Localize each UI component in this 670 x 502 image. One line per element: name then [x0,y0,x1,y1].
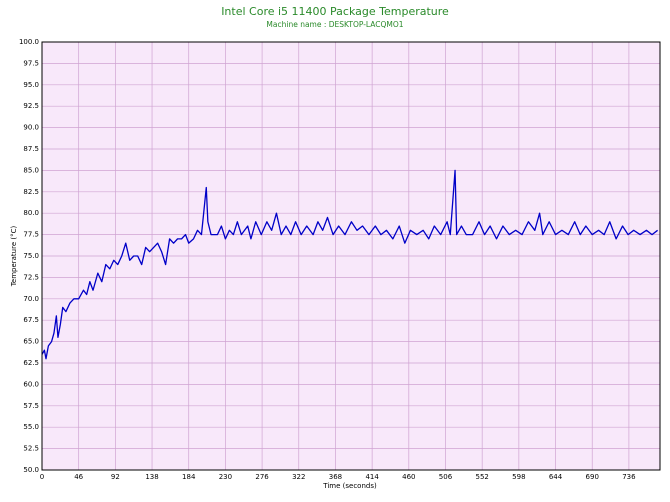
y-tick-label: 75.0 [23,252,39,260]
x-tick-label: 322 [292,473,305,481]
y-tick-label: 72.5 [23,273,39,281]
chart-subtitle: Machine name : DESKTOP-LACQMO1 [266,20,403,29]
x-tick-label: 460 [402,473,415,481]
x-tick-label: 276 [255,473,269,481]
y-tick-label: 95.0 [23,81,39,89]
x-tick-label: 644 [549,473,563,481]
plot-border [41,41,661,471]
x-tick-label: 230 [219,473,232,481]
y-tick-label: 80.0 [23,209,39,217]
y-tick-label: 52.5 [23,445,39,453]
y-tick-label: 97.5 [23,59,39,67]
y-axis-title: Temperature (°C) [10,226,18,288]
x-tick-label: 0 [40,473,44,481]
chart-title: Intel Core i5 11400 Package Temperature [221,5,449,18]
y-tick-label: 65.0 [23,338,39,346]
x-tick-label: 414 [365,473,379,481]
x-tick-label: 506 [439,473,453,481]
y-tick-label: 70.0 [23,295,39,303]
y-tick-label: 62.5 [23,359,39,367]
x-tick-label: 690 [586,473,599,481]
y-tick-label: 100.0 [19,38,39,46]
x-tick-label: 92 [111,473,120,481]
y-tick-label: 77.5 [23,231,39,239]
y-tick-label: 55.0 [23,423,39,431]
data-line [41,169,659,360]
y-tick-label: 85.0 [23,166,39,174]
x-tick-label: 368 [329,473,342,481]
x-tick-label: 138 [145,473,158,481]
x-tick-label: 46 [74,473,83,481]
y-tick-label: 92.5 [23,102,39,110]
y-tick-label: 90.0 [23,124,39,132]
x-tick-label: 736 [622,473,636,481]
y-tick-label: 67.5 [23,316,39,324]
y-tick-label: 87.5 [23,145,39,153]
y-tick-label: 50.0 [23,466,39,474]
x-tick-label: 552 [475,473,488,481]
x-tick-label: 184 [182,473,196,481]
y-tick-label: 57.5 [23,402,39,410]
y-tick-label: 82.5 [23,188,39,196]
y-tick-label: 60.0 [23,380,39,388]
x-axis-title: Time (seconds) [322,482,377,490]
x-tick-label: 598 [512,473,525,481]
